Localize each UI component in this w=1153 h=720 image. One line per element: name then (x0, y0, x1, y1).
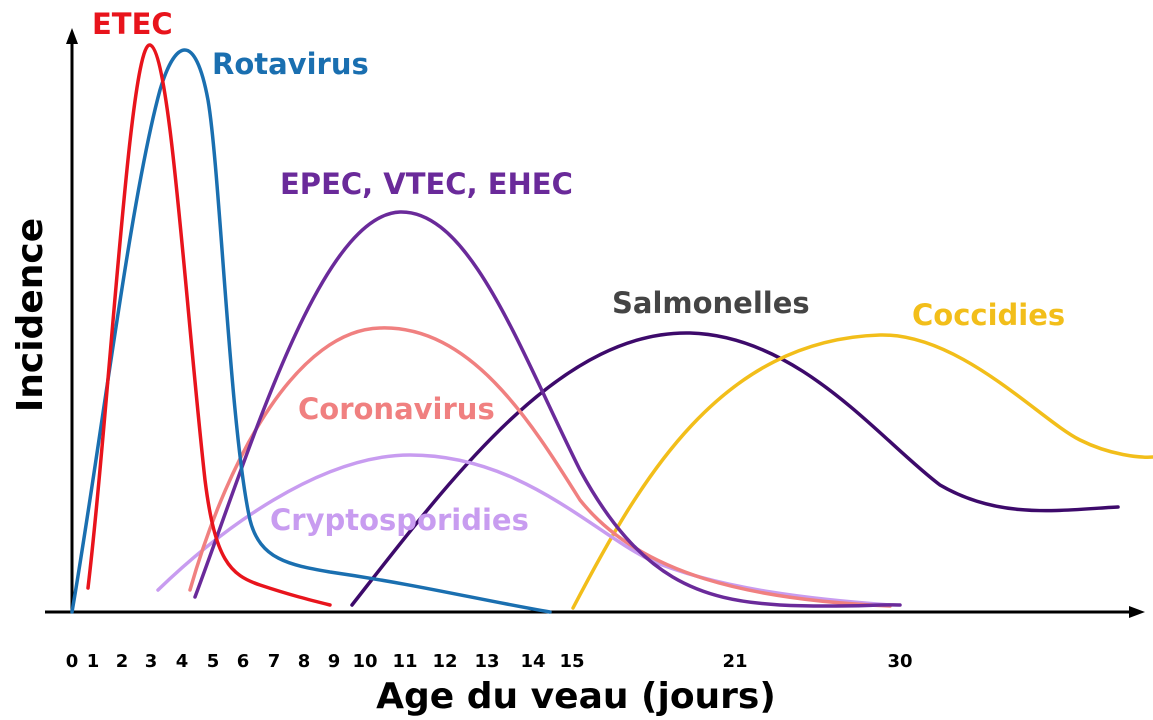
x-axis-label: Age du veau (jours) (376, 676, 776, 717)
x-arrow (1129, 606, 1145, 618)
x-tick-label: 8 (298, 651, 311, 672)
curve-label: Salmonelles (612, 286, 810, 320)
curve-label: EPEC, VTEC, EHEC (280, 167, 573, 201)
x-tick-label: 2 (116, 651, 129, 672)
curve-label: Coccidies (912, 298, 1065, 332)
curve-etec (86, 43, 332, 607)
x-tick-label: 4 (176, 651, 189, 672)
x-tick-label: 11 (392, 651, 417, 672)
x-tick-label: 15 (559, 651, 584, 672)
x-tick-label: 5 (207, 651, 220, 672)
x-tick-label: 9 (328, 651, 341, 672)
x-tick-label: 1 (87, 651, 100, 672)
x-tick-label: 12 (432, 651, 457, 672)
x-tick-label: 7 (268, 651, 281, 672)
x-tick-label: 30 (887, 651, 912, 672)
x-tick-label: 10 (352, 651, 377, 672)
x-tick-label: 3 (145, 651, 158, 672)
curve-label: Coronavirus (298, 392, 495, 426)
curve-rotavirus (70, 48, 552, 614)
curve-coronavirus (188, 326, 892, 608)
x-tick-label: 14 (520, 651, 545, 672)
curve-label: ETEC (92, 7, 173, 41)
curve-cryptosporidies (156, 453, 892, 607)
curve-epec (193, 210, 902, 608)
y-axis-label: Incidence (10, 218, 51, 412)
x-tick-label: 21 (722, 651, 747, 672)
x-ticks: 0 1 2 3 4 5 6 7 8 9 10 11 12 13 14 15 21 30 (66, 651, 913, 672)
x-tick-label: 13 (474, 651, 499, 672)
curve-coccidies (571, 333, 1153, 610)
x-tick-label: 6 (237, 651, 250, 672)
curve-label: Cryptosporidies (270, 503, 529, 537)
y-arrow (66, 28, 78, 44)
curve-salmonelles (350, 331, 1120, 607)
curve-label: Rotavirus (212, 47, 369, 81)
x-tick-label: 0 (66, 651, 79, 672)
